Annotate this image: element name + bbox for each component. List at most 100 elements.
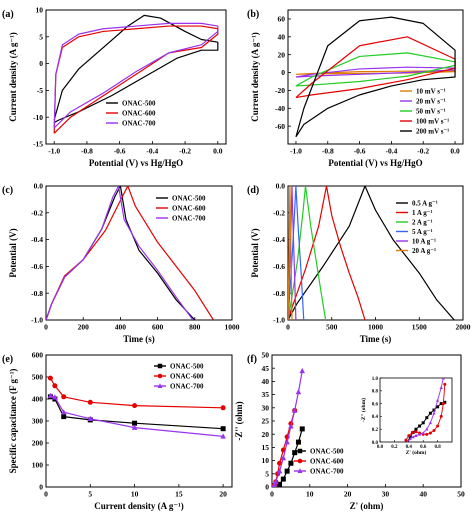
inset-data-point	[407, 434, 411, 438]
inset-y-tick-label: 0.4	[372, 415, 379, 420]
x-tick-label: -0.2	[417, 147, 429, 156]
legend-label: ONAC-600	[170, 372, 204, 380]
x-tick-label: -0.6	[354, 147, 366, 156]
inset-data-point	[408, 437, 412, 441]
x-tick-label: -1.0	[290, 147, 302, 156]
y-tick-label: -0.6	[31, 262, 43, 271]
x-tick-label: 0	[44, 323, 48, 332]
y-tick-label: 30	[262, 403, 270, 412]
legend: ONAC-500 ONAC-600 ONAC-700	[106, 99, 156, 127]
y-tick-label: 20	[262, 430, 270, 439]
y-tick-label: 50	[262, 351, 270, 360]
data-point	[295, 388, 302, 395]
data-point	[220, 405, 226, 411]
y-tick-label: -20	[275, 86, 285, 95]
legend: 10 mV s⁻¹ 20 mV s⁻¹ 50 mV s⁻¹ 100 mV s⁻¹ 200…	[400, 87, 449, 135]
y-tick-label: 60	[278, 15, 286, 24]
inset-data-point	[425, 427, 429, 431]
x-axis-title: Time (s)	[360, 334, 392, 344]
y-tick-label: 15	[262, 443, 270, 452]
legend-label: ONAC-500	[310, 447, 344, 455]
y-tick-label: 200	[32, 439, 44, 448]
data-point	[220, 433, 226, 439]
legend-label: 2 A g⁻¹	[412, 218, 433, 226]
legend-label: ONAC-600	[172, 204, 206, 212]
series-line	[53, 22, 219, 129]
data-point	[60, 409, 67, 415]
legend-label: ONAC-500	[172, 194, 206, 202]
data-point	[277, 460, 283, 466]
legend-label: ONAC-700	[310, 467, 344, 475]
series-line	[288, 186, 293, 320]
legend-label: 5 A g⁻¹	[412, 228, 433, 236]
series-line	[50, 395, 224, 437]
y-axis-title: Potential (V)	[8, 228, 18, 277]
data-point	[132, 420, 138, 426]
inset-data-point	[428, 421, 433, 425]
legend-label: ONAC-600	[310, 457, 344, 465]
data-point	[291, 407, 298, 413]
y-axis-title: Specific capacitance (F g⁻¹)	[8, 369, 18, 474]
inset-y-title: -Z'' (ohm)	[360, 398, 367, 422]
legend-marker	[297, 468, 303, 474]
inset-y-tick-label: 1.0	[372, 377, 379, 382]
plot-frame	[45, 9, 227, 145]
data-point	[87, 415, 94, 422]
inset-data-point	[432, 428, 436, 432]
y-tick-label: 10	[262, 456, 270, 465]
panel-f: 0 10 20 30 40 50 0 5 10 15 20 25 30 35 40 45 50 Z' (ohm) -…	[234, 351, 465, 511]
panel-c: 0 200 400 600 800 1000 -1.0 -0.8 -0.6 -0.4 -0.2 0.0…	[2, 182, 240, 344]
inset-data-point	[414, 427, 418, 431]
x-tick-label: 10	[306, 490, 314, 499]
x-tick-label: 2000	[456, 323, 471, 332]
y-tick-label: -0.8	[31, 289, 43, 298]
inset-data-point	[421, 431, 425, 435]
series-line	[53, 25, 219, 134]
inset-data-point	[417, 432, 422, 436]
inset-data-point	[439, 402, 443, 406]
x-tick-label: 50	[457, 490, 465, 499]
legend-marker	[297, 448, 303, 454]
data-point	[299, 426, 305, 432]
y-tick-label: 0	[39, 483, 43, 492]
series-line	[46, 186, 194, 320]
y-tick-label: 5	[265, 469, 269, 478]
data-layer	[53, 14, 219, 134]
x-tick-label: -0.4	[385, 147, 397, 156]
y-tick-label: -0.4	[273, 235, 285, 244]
y-tick-label: 20	[278, 50, 286, 59]
inset-data-point	[435, 398, 440, 402]
legend-label: ONAC-600	[122, 109, 156, 117]
inset-y-tick-label: 0.0	[372, 441, 379, 446]
inset-x-tick-label: 0.0	[377, 445, 384, 450]
inset-data-point	[443, 382, 447, 386]
x-tick-label: 10	[131, 490, 139, 499]
legend-marker	[157, 373, 163, 379]
data-layer	[47, 375, 226, 439]
data-layer	[46, 186, 214, 320]
data-point	[272, 481, 278, 487]
y-axis-title: Potential (V)	[250, 228, 260, 277]
y-tick-label: -1.0	[273, 316, 285, 325]
series-line	[295, 16, 456, 138]
inset-data-point	[425, 432, 429, 436]
plot-frame	[287, 9, 464, 145]
inset-data-layer	[404, 378, 447, 442]
legend-label: 10 mV s⁻¹	[416, 87, 446, 95]
data-point	[220, 426, 226, 432]
y-tick-label: 10	[36, 6, 44, 15]
panel-label: (d)	[247, 185, 259, 196]
x-tick-label: 0	[44, 490, 48, 499]
data-point	[299, 367, 305, 374]
inset-data-point	[428, 411, 432, 415]
y-tick-label: -0.2	[273, 208, 285, 217]
inset-data-point	[408, 435, 412, 439]
y-tick-label: -5	[37, 86, 43, 95]
inset-y-tick-label: 0.2	[372, 428, 379, 433]
data-point	[292, 450, 298, 456]
inset-x-tick-label: 0.6	[420, 445, 427, 450]
legend-label: ONAC-700	[122, 119, 156, 127]
